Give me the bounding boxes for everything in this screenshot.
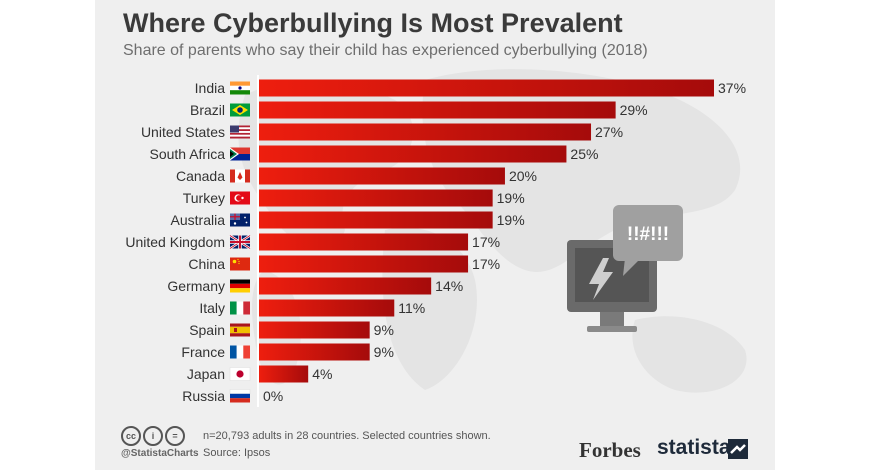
- bar: [259, 79, 714, 97]
- category-label: Italy: [199, 300, 225, 316]
- category-label: Russia: [182, 388, 225, 404]
- value-label: 14%: [435, 278, 463, 294]
- bar: [259, 365, 309, 383]
- brazil-flag-icon: [230, 103, 250, 117]
- value-label: 9%: [374, 344, 394, 360]
- bar-chart: !!#!!! India 37% Brazil 29% United States 27%…: [125, 75, 746, 407]
- bar: [259, 343, 370, 361]
- bar: [259, 321, 370, 339]
- canada-flag-icon: [230, 169, 250, 183]
- by-icon: i: [143, 426, 163, 446]
- bars-group: India 37% Brazil 29% United States 27% South A…: [125, 75, 746, 407]
- value-label: 17%: [472, 256, 500, 272]
- category-label: Turkey: [183, 190, 225, 206]
- category-label: India: [195, 80, 226, 96]
- value-label: 19%: [497, 212, 525, 228]
- source-note: Source: Ipsos: [203, 447, 271, 459]
- chart-title: Where Cyberbullying Is Most Prevalent: [123, 8, 623, 38]
- nd-icon: =: [165, 426, 185, 446]
- value-label: 4%: [312, 366, 332, 382]
- cyberbullying-illustration: !!#!!!: [567, 205, 683, 332]
- united-states-flag-icon: [230, 125, 250, 139]
- bar: [259, 299, 395, 317]
- bar: [259, 255, 469, 273]
- value-label: 20%: [509, 168, 537, 184]
- value-label: 37%: [718, 80, 746, 96]
- italy-flag-icon: [230, 301, 250, 315]
- bar: [259, 211, 493, 229]
- value-label: 29%: [620, 102, 648, 118]
- turkey-flag-icon: [230, 191, 250, 205]
- category-label: Canada: [176, 168, 225, 184]
- statista-logo: statista: [657, 436, 731, 459]
- cc-icon: cc: [121, 426, 141, 446]
- bar: [259, 101, 616, 119]
- bar: [259, 145, 567, 163]
- bar: [259, 233, 469, 251]
- spain-flag-icon: [230, 323, 250, 337]
- south-africa-flag-icon: [230, 147, 250, 161]
- value-label: 9%: [374, 322, 394, 338]
- category-label: Japan: [187, 366, 225, 382]
- speech-bubble-icon: !!#!!!: [613, 205, 683, 276]
- category-label: France: [181, 344, 225, 360]
- value-label: 25%: [570, 146, 598, 162]
- china-flag-icon: [230, 257, 250, 271]
- bar: [259, 123, 592, 141]
- australia-flag-icon: [230, 213, 250, 227]
- chart-subtitle: Share of parents who say their child has…: [123, 42, 648, 59]
- category-label: Spain: [189, 322, 225, 338]
- france-flag-icon: [230, 345, 250, 359]
- value-label: 11%: [398, 300, 425, 316]
- forbes-logo: Forbes: [579, 438, 641, 462]
- category-label: China: [188, 256, 225, 272]
- category-label: Brazil: [190, 102, 225, 118]
- category-label: United Kingdom: [125, 234, 225, 250]
- bubble-text: !!#!!!: [627, 224, 669, 245]
- value-label: 19%: [497, 190, 525, 206]
- value-label: 0%: [263, 388, 283, 404]
- japan-flag-icon: [229, 367, 251, 381]
- value-label: 27%: [595, 124, 623, 140]
- india-flag-icon: [230, 81, 250, 95]
- infographic-card: Where Cyberbullying Is Most Prevalent Sh…: [95, 0, 775, 470]
- category-label: South Africa: [150, 146, 226, 162]
- statista-handle: @StatistaCharts: [121, 448, 199, 459]
- category-label: United States: [141, 124, 225, 140]
- license-badges: cc i =: [121, 426, 185, 448]
- bar: [259, 189, 493, 207]
- sample-note: n=20,793 adults in 28 countries. Selecte…: [203, 430, 491, 442]
- value-label: 17%: [472, 234, 500, 250]
- lightning-icon: [589, 258, 613, 300]
- bar: [259, 277, 432, 295]
- category-label: Australia: [171, 212, 226, 228]
- russia-flag-icon: [229, 389, 251, 403]
- category-label: Germany: [167, 278, 225, 294]
- germany-flag-icon: [230, 279, 250, 293]
- bar: [259, 167, 505, 185]
- statista-logo-mark: [728, 439, 748, 459]
- united-kingdom-flag-icon: [229, 234, 251, 250]
